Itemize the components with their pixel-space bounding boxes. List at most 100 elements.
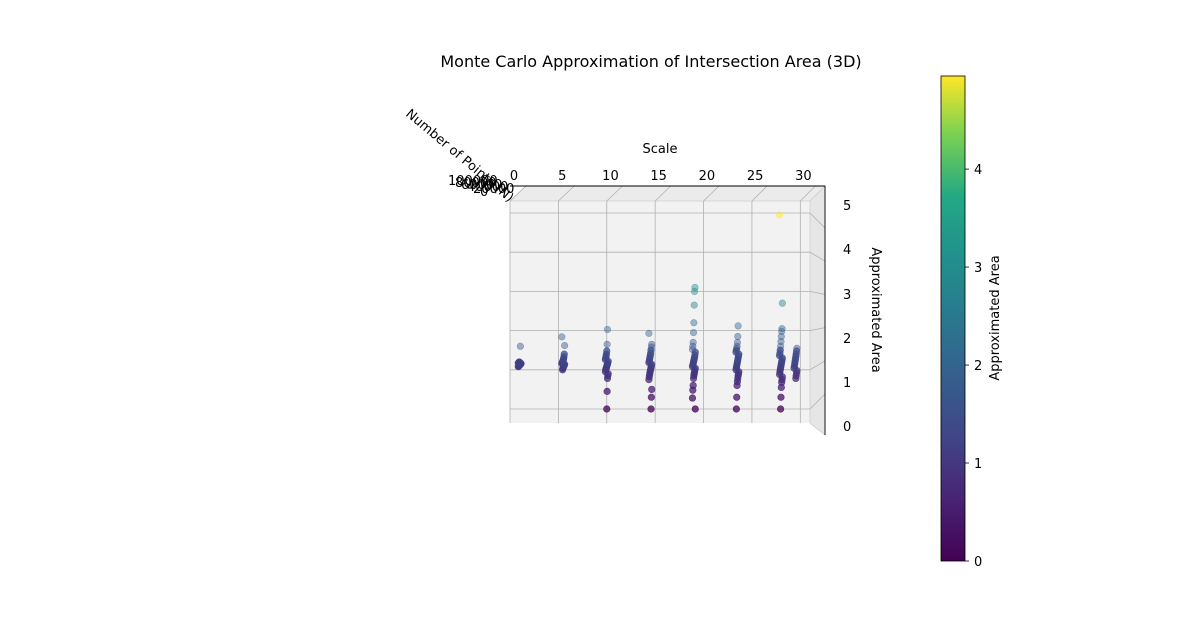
x-tick-label: 25 — [747, 169, 764, 184]
scatter-point — [734, 322, 742, 330]
x-grid-line-top — [509, 185, 527, 202]
scatter-point — [645, 329, 653, 337]
scatter-point — [732, 405, 740, 413]
scatter-point — [647, 346, 655, 354]
colorbar-tick-label: 2 — [974, 359, 982, 374]
z-tick-label: 5 — [843, 199, 851, 214]
scatter-point — [777, 337, 785, 346]
colorbar: 0 1 2 3 4 Approximated Area — [940, 75, 1003, 570]
scatter-point — [690, 301, 698, 309]
scatter-point — [733, 338, 742, 346]
x-axis-label: Scale — [643, 142, 678, 157]
z-grid-line-side — [809, 291, 826, 295]
z-tick-labels: 0 1 2 3 4 5 — [843, 199, 851, 435]
scatter-point — [778, 327, 786, 335]
y-tick-label: 40000 — [467, 180, 508, 195]
y-tick-label: 0 — [480, 185, 488, 200]
x-tick-label: 20 — [699, 169, 716, 184]
scatter-point — [647, 405, 655, 413]
y-tick-label: 20000 — [473, 182, 514, 197]
scatter-point — [691, 348, 699, 356]
y-tick-label: 100000 — [448, 174, 498, 189]
colorbar-tick-label: 3 — [974, 261, 982, 276]
x-tick-label: 15 — [650, 169, 667, 184]
z-tick-label: 3 — [843, 288, 851, 303]
scatter-point — [647, 343, 655, 351]
grid-lines — [509, 185, 826, 423]
scatter-point — [560, 350, 568, 358]
scatter-point — [561, 341, 569, 350]
x-tick-label: 0 — [510, 169, 518, 184]
scatter-point — [603, 325, 612, 334]
x-grid-line-top — [703, 185, 720, 202]
x-grid-line-top — [558, 185, 575, 202]
x-tick-label: 5 — [558, 169, 566, 184]
chart-title: Monte Carlo Approximation of Intersectio… — [440, 52, 861, 71]
plot-3d-axes: 0 5 10 15 20 25 30 0 1 2 3 4 5 Scale Approximated A… — [402, 107, 883, 436]
z-grid-line-side — [809, 327, 826, 331]
x-tick-label: 10 — [602, 169, 619, 184]
z-grid-line-side — [809, 360, 826, 371]
scatter-points — [514, 211, 801, 413]
back-pane — [510, 201, 810, 423]
scatter-point — [648, 340, 656, 348]
z-grid-line-side — [809, 393, 826, 410]
scatter-point — [558, 333, 566, 341]
scatter-point — [734, 332, 742, 341]
scatter-point — [689, 381, 697, 390]
scatter-point — [793, 344, 801, 352]
colorbar-tick-label: 0 — [974, 555, 982, 570]
x-tick-labels: 0 5 10 15 20 25 30 — [510, 169, 812, 184]
scatter-point — [603, 347, 611, 355]
scatter-point — [603, 387, 611, 395]
z-grid-line-side — [809, 212, 826, 229]
x-grid-line-top — [606, 185, 623, 202]
scatter-point — [776, 346, 784, 354]
colorbar-tick-labels: 0 1 2 3 4 — [965, 163, 982, 570]
scatter-point — [516, 342, 524, 350]
scatter-point — [689, 328, 698, 337]
scatter-point — [688, 394, 697, 402]
y-tick-label: 80000 — [455, 176, 496, 191]
x-grid-line-top — [800, 185, 816, 202]
scatter-point — [648, 385, 656, 394]
scatter-point — [689, 342, 697, 350]
scatter-point — [647, 393, 655, 401]
x-tick-label: 30 — [795, 169, 812, 184]
scatter-point — [777, 332, 785, 341]
scatter-point — [603, 405, 611, 413]
scatter-point — [689, 338, 697, 346]
scatter-point — [516, 361, 524, 369]
top-pane — [508, 185, 826, 202]
scatter-point — [688, 345, 697, 354]
z-grid-line-side — [809, 251, 826, 262]
x-grid-line-top — [751, 185, 768, 202]
scatter-point — [733, 393, 741, 401]
z-tick-label: 2 — [843, 332, 851, 347]
scatter-point — [690, 287, 699, 296]
side-pane — [809, 185, 826, 436]
scatter-point — [691, 283, 699, 292]
colorbar-label: Approximated Area — [988, 255, 1003, 380]
scatter-point — [732, 346, 740, 354]
scatter-point — [777, 342, 785, 350]
colorbar-tick-label: 1 — [974, 457, 982, 472]
colorbar-gradient — [940, 75, 966, 562]
scatter-point — [690, 319, 698, 327]
scatter-point — [778, 299, 786, 307]
scatter-point — [778, 325, 786, 333]
scatter-point — [777, 405, 785, 413]
scatter-point — [792, 347, 801, 355]
scatter-point — [777, 393, 785, 401]
z-tick-label: 4 — [843, 243, 851, 258]
z-tick-label: 0 — [843, 420, 851, 435]
y-tick-label: 60000 — [461, 178, 502, 193]
colorbar-tick-label: 4 — [974, 163, 982, 178]
scatter-point — [733, 344, 741, 352]
scatter-point — [691, 405, 699, 413]
scatter-point — [733, 342, 741, 350]
x-grid-line-top — [654, 185, 671, 202]
z-tick-label: 1 — [843, 376, 851, 391]
